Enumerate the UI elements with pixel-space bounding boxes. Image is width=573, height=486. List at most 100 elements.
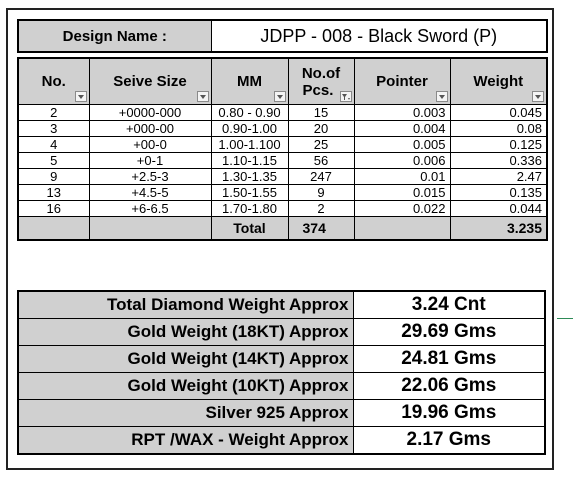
summary-row: Total Diamond Weight Approx 3.24 Cnt: [17, 290, 546, 319]
cell-weight[interactable]: 0.336: [449, 152, 548, 169]
cell-sieve-size[interactable]: +00-0: [88, 136, 212, 153]
table-row: 3 +000-00 0.90-1.00 20 0.004 0.08: [17, 120, 548, 137]
cell-pointer[interactable]: 0.004: [353, 120, 451, 137]
cell-weight[interactable]: 0.125: [449, 136, 548, 153]
cell-no[interactable]: 13: [17, 184, 90, 201]
cell-pcs[interactable]: 20: [287, 120, 355, 137]
cell-no[interactable]: 4: [17, 136, 90, 153]
total-empty-cell[interactable]: [88, 216, 212, 241]
summary-value-gold-10kt[interactable]: 22.06 Gms: [352, 372, 546, 400]
summary-label-gold-10kt[interactable]: Gold Weight (10KT) Approx: [17, 372, 354, 400]
summary-label-gold-18kt[interactable]: Gold Weight (18KT) Approx: [17, 318, 354, 346]
cell-no[interactable]: 3: [17, 120, 90, 137]
cell-weight[interactable]: 0.045: [449, 104, 548, 121]
cell-pointer[interactable]: 0.01: [353, 168, 451, 185]
cell-pcs[interactable]: 25: [287, 136, 355, 153]
cell-mm[interactable]: 1.70-1.80: [210, 200, 289, 217]
sieve-table: No. Seive Size MM No.of Pcs. Pointer: [17, 57, 548, 241]
summary-label-rpt-wax[interactable]: RPT /WAX - Weight Approx: [17, 426, 354, 455]
design-name-label[interactable]: Design Name :: [17, 19, 212, 53]
table-row: 5 +0-1 1.10-1.15 56 0.006 0.336: [17, 152, 548, 169]
cell-no[interactable]: 16: [17, 200, 90, 217]
sheet-border: [6, 8, 554, 470]
cell-no[interactable]: 9: [17, 168, 90, 185]
header-mm[interactable]: MM: [210, 57, 289, 105]
design-name-value[interactable]: JDPP - 008 - Black Sword (P): [210, 19, 548, 53]
header-weight[interactable]: Weight: [449, 57, 548, 105]
total-row: Total 374 3.235: [17, 216, 548, 241]
cell-sieve-size[interactable]: +4.5-5: [88, 184, 212, 201]
summary-value-silver-925[interactable]: 19.96 Gms: [352, 399, 546, 427]
cell-sieve-size[interactable]: +6-6.5: [88, 200, 212, 217]
header-pointer[interactable]: Pointer: [353, 57, 451, 105]
cell-sieve-size[interactable]: +0000-000: [88, 104, 212, 121]
cell-no[interactable]: 5: [17, 152, 90, 169]
table-row: 2 +0000-000 0.80 - 0.90 15 0.003 0.045: [17, 104, 548, 121]
header-pointer-label: Pointer: [376, 73, 428, 90]
filter-dropdown-icon[interactable]: [532, 91, 544, 102]
cell-pointer[interactable]: 0.015: [353, 184, 451, 201]
cell-mm[interactable]: 1.30-1.35: [210, 168, 289, 185]
cell-pointer[interactable]: 0.005: [353, 136, 451, 153]
cell-pointer[interactable]: 0.006: [353, 152, 451, 169]
cell-pcs[interactable]: 15: [287, 104, 355, 121]
header-weight-label: Weight: [473, 73, 524, 90]
filter-active-icon[interactable]: [339, 91, 352, 102]
cell-pointer[interactable]: 0.022: [353, 200, 451, 217]
summary-row: Gold Weight (10KT) Approx 22.06 Gms: [17, 372, 546, 400]
cell-mm[interactable]: 0.80 - 0.90: [210, 104, 289, 121]
filter-dropdown-icon[interactable]: [435, 91, 448, 102]
total-weight[interactable]: 3.235: [449, 216, 548, 241]
cell-sieve-size[interactable]: +000-00: [88, 120, 212, 137]
header-sieve-size[interactable]: Seive Size: [88, 57, 212, 105]
cell-pcs[interactable]: 2: [287, 200, 355, 217]
summary-row: Gold Weight (18KT) Approx 29.69 Gms: [17, 318, 546, 346]
cell-mm[interactable]: 0.90-1.00: [210, 120, 289, 137]
header-mm-label: MM: [237, 73, 262, 90]
table-row: 9 +2.5-3 1.30-1.35 247 0.01 2.47: [17, 168, 548, 185]
filter-dropdown-icon[interactable]: [273, 91, 286, 102]
cell-pcs[interactable]: 56: [287, 152, 355, 169]
table-row: 16 +6-6.5 1.70-1.80 2 0.022 0.044: [17, 200, 548, 217]
header-no-label: No.: [41, 73, 66, 90]
weight-summary-table: Total Diamond Weight Approx 3.24 Cnt Gol…: [17, 290, 546, 455]
summary-label-silver-925[interactable]: Silver 925 Approx: [17, 399, 354, 427]
summary-row: RPT /WAX - Weight Approx 2.17 Gms: [17, 426, 546, 455]
summary-row: Gold Weight (14KT) Approx 24.81 Gms: [17, 345, 546, 373]
summary-label-diamond-weight[interactable]: Total Diamond Weight Approx: [17, 290, 354, 319]
cell-weight[interactable]: 0.08: [449, 120, 548, 137]
cell-pointer[interactable]: 0.003: [353, 104, 451, 121]
cell-selection-edge: [557, 318, 573, 319]
summary-value-gold-14kt[interactable]: 24.81 Gms: [352, 345, 546, 373]
total-pcs[interactable]: 374: [287, 216, 355, 241]
cell-mm[interactable]: 1.00-1.100: [210, 136, 289, 153]
header-sieve-label: Seive Size: [113, 73, 187, 90]
summary-value-rpt-wax[interactable]: 2.17 Gms: [352, 426, 546, 455]
cell-pcs[interactable]: 247: [287, 168, 355, 185]
cell-weight[interactable]: 2.47: [449, 168, 548, 185]
summary-label-gold-14kt[interactable]: Gold Weight (14KT) Approx: [17, 345, 354, 373]
cell-mm[interactable]: 1.50-1.55: [210, 184, 289, 201]
total-empty-cell[interactable]: [17, 216, 90, 241]
cell-weight[interactable]: 0.135: [449, 184, 548, 201]
cell-sieve-size[interactable]: +2.5-3: [88, 168, 212, 185]
cell-mm[interactable]: 1.10-1.15: [210, 152, 289, 169]
cell-sieve-size[interactable]: +0-1: [88, 152, 212, 169]
header-pcs-label-2: Pcs.: [302, 81, 334, 99]
header-no-of-pcs[interactable]: No.of Pcs.: [287, 57, 355, 105]
cell-pcs[interactable]: 9: [287, 184, 355, 201]
header-no[interactable]: No.: [17, 57, 90, 105]
filter-dropdown-icon[interactable]: [196, 91, 209, 102]
total-label[interactable]: Total: [210, 216, 289, 241]
total-empty-cell[interactable]: [353, 216, 451, 241]
summary-value-gold-18kt[interactable]: 29.69 Gms: [352, 318, 546, 346]
header-pcs-label-1: No.of: [301, 64, 341, 82]
cell-weight[interactable]: 0.044: [449, 200, 548, 217]
summary-value-diamond-weight[interactable]: 3.24 Cnt: [352, 290, 546, 319]
cell-no[interactable]: 2: [17, 104, 90, 121]
filter-dropdown-icon[interactable]: [74, 91, 87, 102]
header-row: No. Seive Size MM No.of Pcs. Pointer: [17, 57, 548, 105]
table-row: 4 +00-0 1.00-1.100 25 0.005 0.125: [17, 136, 548, 153]
design-name-block: Design Name : JDPP - 008 - Black Sword (…: [17, 19, 548, 53]
summary-row: Silver 925 Approx 19.96 Gms: [17, 399, 546, 427]
